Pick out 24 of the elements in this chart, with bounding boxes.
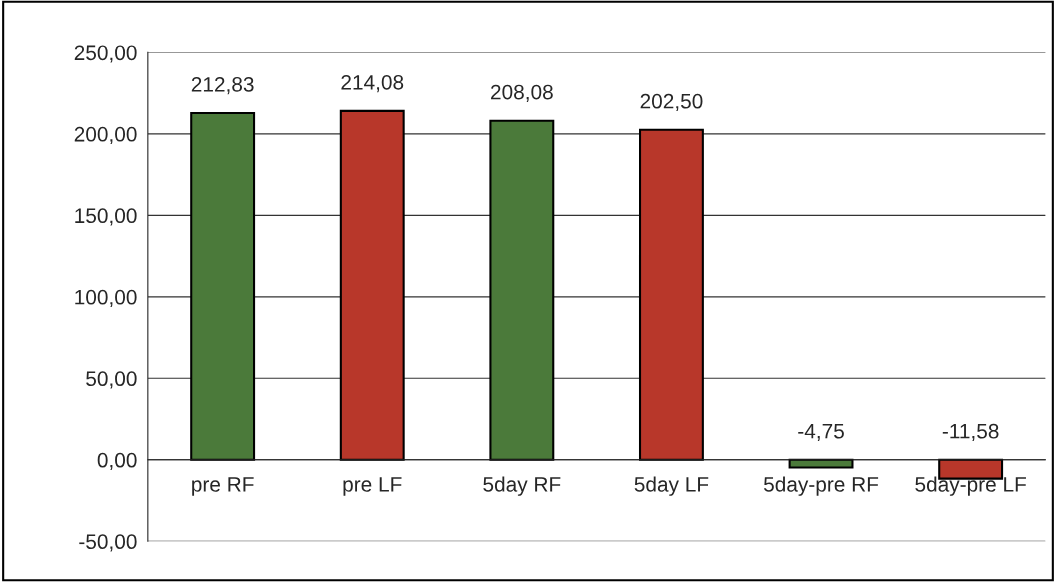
y-tick-label: 100,00 bbox=[75, 289, 137, 308]
bar bbox=[190, 111, 256, 461]
data-label: 212,83 bbox=[191, 76, 254, 95]
y-tick-label: 50,00 bbox=[86, 371, 137, 389]
x-tick-label: pre RF bbox=[192, 477, 254, 496]
data-label: 214,08 bbox=[341, 74, 404, 93]
bar bbox=[788, 458, 854, 469]
data-label: -11,58 bbox=[942, 423, 999, 442]
bar bbox=[638, 128, 704, 461]
x-tick-label: 5day-pre RF bbox=[763, 476, 879, 496]
y-tick-label: 0,00 bbox=[97, 452, 137, 470]
x-tick-label: 5day-pre LF bbox=[915, 476, 1026, 496]
data-label: 208,08 bbox=[491, 84, 553, 102]
bar bbox=[339, 109, 405, 461]
x-tick-label: 5day LF bbox=[634, 476, 709, 496]
x-tick-label: pre LF bbox=[343, 477, 402, 496]
data-label: -4,75 bbox=[798, 424, 844, 442]
x-tick-label: 5day RF bbox=[483, 476, 561, 496]
y-tick-label: 200,00 bbox=[74, 126, 137, 145]
bar bbox=[489, 119, 555, 461]
y-tick-label: -50,00 bbox=[79, 534, 137, 552]
y-tick-label: 250,00 bbox=[74, 45, 137, 63]
data-label: 202,50 bbox=[640, 93, 703, 112]
y-tick-label: 150,00 bbox=[75, 208, 137, 226]
